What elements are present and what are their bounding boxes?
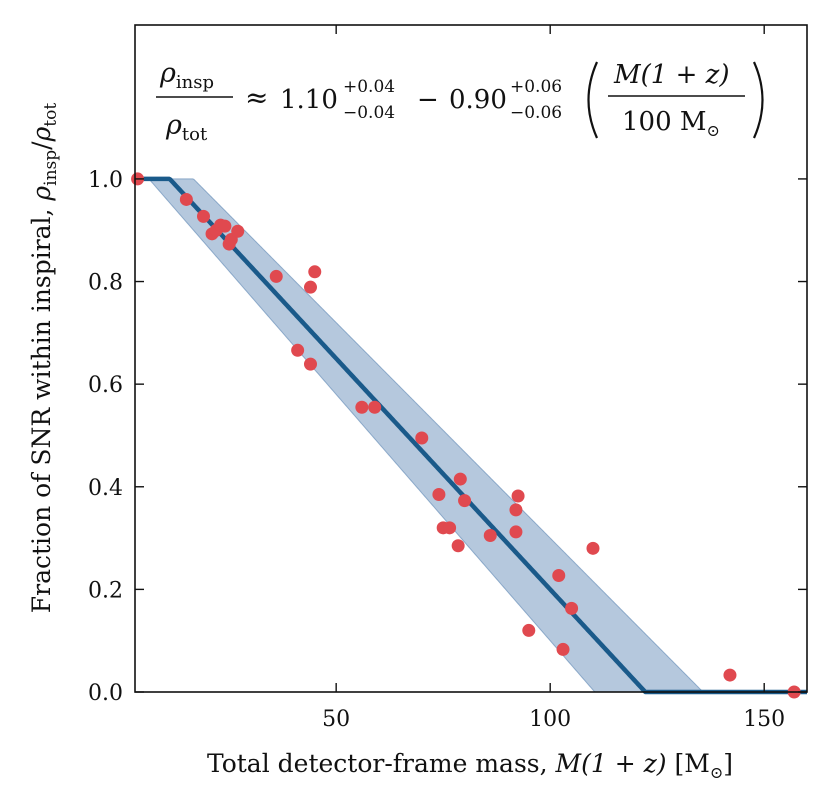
data-point — [218, 219, 232, 233]
formula-lhs-num: ρinsp — [159, 58, 214, 93]
formula-a: 1.10 — [280, 85, 338, 115]
data-point — [231, 224, 245, 238]
fit-formula: ρinsp ρtot ≈ 1.10 +0.04 −0.04 − 0.90 +0.… — [156, 58, 764, 145]
fit-band-group — [135, 178, 807, 693]
formula-rhs-num: M(1 + z) — [613, 60, 729, 90]
formula-a-minus: −0.04 — [343, 103, 395, 123]
data-points — [131, 172, 801, 699]
x-tick-label: 50 — [322, 707, 350, 732]
x-axis-label: Total detector-frame mass, M(1 + z) [M⊙] — [207, 749, 733, 782]
data-point — [509, 525, 523, 539]
data-point — [565, 601, 579, 615]
formula-right-paren — [752, 61, 764, 139]
data-point — [451, 539, 465, 553]
data-point — [509, 503, 523, 517]
data-point — [556, 642, 570, 656]
formula-approx: ≈ — [245, 81, 268, 114]
data-point — [586, 541, 600, 555]
formula-b: 0.90 — [449, 85, 507, 115]
data-point — [291, 343, 305, 357]
y-tick-label: 0.0 — [88, 681, 123, 706]
data-point — [308, 265, 322, 279]
plot-area — [131, 172, 809, 699]
formula-lhs-den: ρtot — [165, 110, 208, 145]
data-point — [303, 280, 317, 294]
data-point — [453, 472, 467, 486]
formula-minus: − — [417, 85, 439, 115]
y-tick-label: 1.0 — [88, 168, 123, 193]
formula-a-plus: +0.04 — [343, 77, 395, 97]
data-point — [196, 209, 210, 223]
data-point — [368, 400, 382, 414]
x-tick-label: 150 — [743, 707, 785, 732]
data-point — [552, 569, 566, 583]
formula-rhs-den: 100 M⊙ — [622, 107, 720, 140]
formula-b-plus: +0.06 — [510, 77, 562, 97]
y-tick-label: 0.8 — [88, 271, 123, 296]
y-tick-label: 0.4 — [88, 476, 123, 501]
axis-ticks: 50 100 150 0.0 0.2 0.4 0.6 0.8 1.0 — [88, 25, 807, 732]
data-point — [443, 521, 457, 535]
data-point — [723, 668, 737, 682]
y-axis-label: Fraction of SNR within inspiral, ρinsp/ρ… — [27, 103, 61, 614]
data-point — [415, 431, 429, 445]
x-tick-label: 100 — [529, 707, 571, 732]
data-point — [269, 269, 283, 283]
data-point — [303, 357, 317, 371]
data-point — [355, 400, 369, 414]
data-point — [432, 487, 446, 501]
formula-left-paren — [587, 61, 599, 139]
y-tick-label: 0.6 — [88, 373, 123, 398]
data-point — [483, 529, 497, 543]
data-point — [522, 623, 536, 637]
plot-frame — [134, 24, 808, 693]
fit-uncertainty-band — [135, 178, 807, 693]
formula-b-minus: −0.06 — [510, 103, 562, 123]
data-point — [458, 494, 472, 508]
data-point — [179, 192, 193, 206]
data-point — [511, 489, 525, 503]
y-tick-label: 0.2 — [88, 578, 123, 603]
